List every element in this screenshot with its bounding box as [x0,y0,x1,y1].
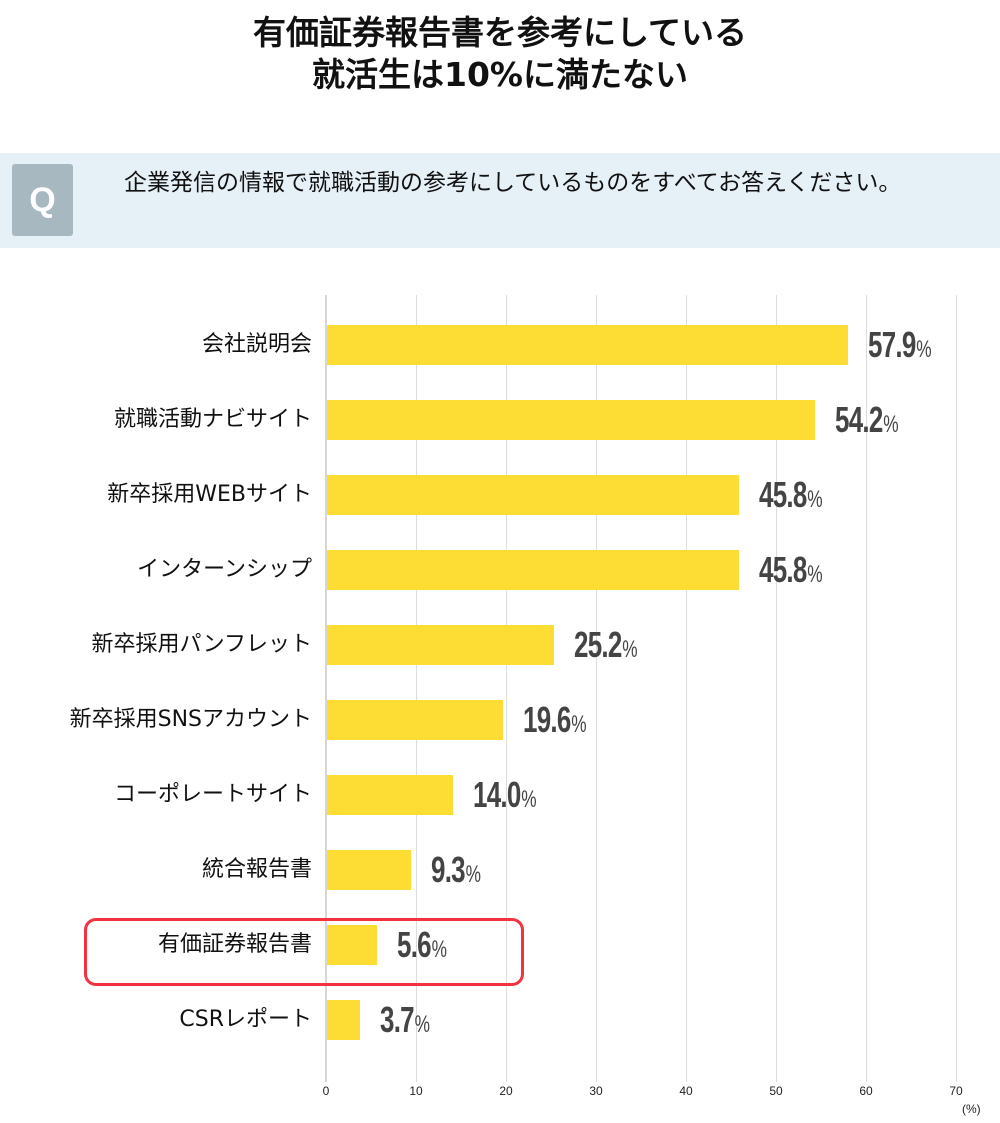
x-tick-label: 20 [499,1084,513,1098]
value-number: 45.8 [759,474,807,515]
value-label: 25.2% [573,624,638,665]
x-axis-unit-label: (%) [962,1102,981,1116]
bar [327,625,554,665]
chart-title-line-1: 有価証券報告書を参考にしている [252,13,747,52]
bar [327,475,740,515]
value-percent-sign: % [622,636,637,663]
question-badge-icon: Q [12,164,73,236]
bar [327,775,453,815]
value-percent-sign: % [465,861,480,888]
chart-title-line-2: 就活生は10%に満たない [312,55,688,94]
category-label: 就職活動ナビサイト [113,407,312,432]
x-tick-label: 70 [949,1084,963,1098]
x-tick-label: 60 [859,1084,873,1098]
value-label: 45.8% [759,549,823,590]
bar [327,850,411,890]
bar [327,550,740,590]
bar [327,700,504,740]
value-label: 3.7% [380,999,430,1040]
category-label: コーポレートサイト [113,782,312,807]
category-label: 新卒採用パンフレット [91,632,312,657]
gridline [416,295,417,1082]
value-number: 25.2 [573,624,622,665]
bar [327,325,849,365]
value-percent-sign: % [807,486,823,513]
category-label: 会社説明会 [201,332,312,357]
bar [327,1000,361,1040]
x-tick-label: 50 [769,1084,783,1098]
category-label: 新卒採用SNSアカウント [69,707,312,732]
category-label: CSRレポート [179,1007,312,1032]
gridline [956,295,957,1082]
value-label: 5.6% [397,924,447,965]
value-number: 54.2 [834,399,883,440]
value-label: 19.6% [523,699,587,740]
value-label: 45.8% [759,474,823,515]
value-percent-sign: % [431,936,447,963]
x-tick-label: 30 [589,1084,603,1098]
value-percent-sign: % [414,1011,430,1038]
gridline [866,295,867,1082]
value-label: 14.0% [473,774,537,815]
value-number: 19.6 [523,699,571,740]
value-label: 54.2% [834,399,899,440]
category-label: 統合報告書 [201,857,312,882]
question-text: 企業発信の情報で就職活動の参考にしているものをすべてお答えください。 [124,170,902,196]
bar [327,925,378,965]
highlight-box [84,918,524,986]
value-number: 3.7 [380,999,415,1040]
chart-title: 有価証券報告書を参考にしている 就活生は10%に満たない [0,12,1000,96]
gridline [596,295,597,1082]
gridline [686,295,687,1082]
value-number: 9.3 [430,849,466,890]
value-percent-sign: % [571,711,587,738]
value-number: 14.0 [473,774,521,815]
y-axis-line [325,295,327,1082]
category-label: 有価証券報告書 [157,932,312,957]
value-number: 45.8 [759,549,807,590]
gridline [506,295,507,1082]
value-percent-sign: % [807,561,823,588]
category-label: インターンシップ [137,557,312,582]
value-percent-sign: % [521,786,536,813]
value-label: 57.9% [868,324,932,365]
question-band: Q 企業発信の情報で就職活動の参考にしているものをすべてお答えください。 [0,153,1000,248]
value-percent-sign: % [883,411,898,438]
value-label: 9.3% [430,849,481,890]
value-percent-sign: % [916,336,932,363]
value-number: 57.9 [868,324,916,365]
bar [327,400,815,440]
x-tick-label: 0 [322,1084,330,1098]
gridline [776,295,777,1082]
x-tick-label: 40 [679,1084,693,1098]
category-label: 新卒採用WEBサイト [107,482,312,507]
x-tick-label: 10 [409,1084,423,1098]
value-number: 5.6 [397,924,432,965]
